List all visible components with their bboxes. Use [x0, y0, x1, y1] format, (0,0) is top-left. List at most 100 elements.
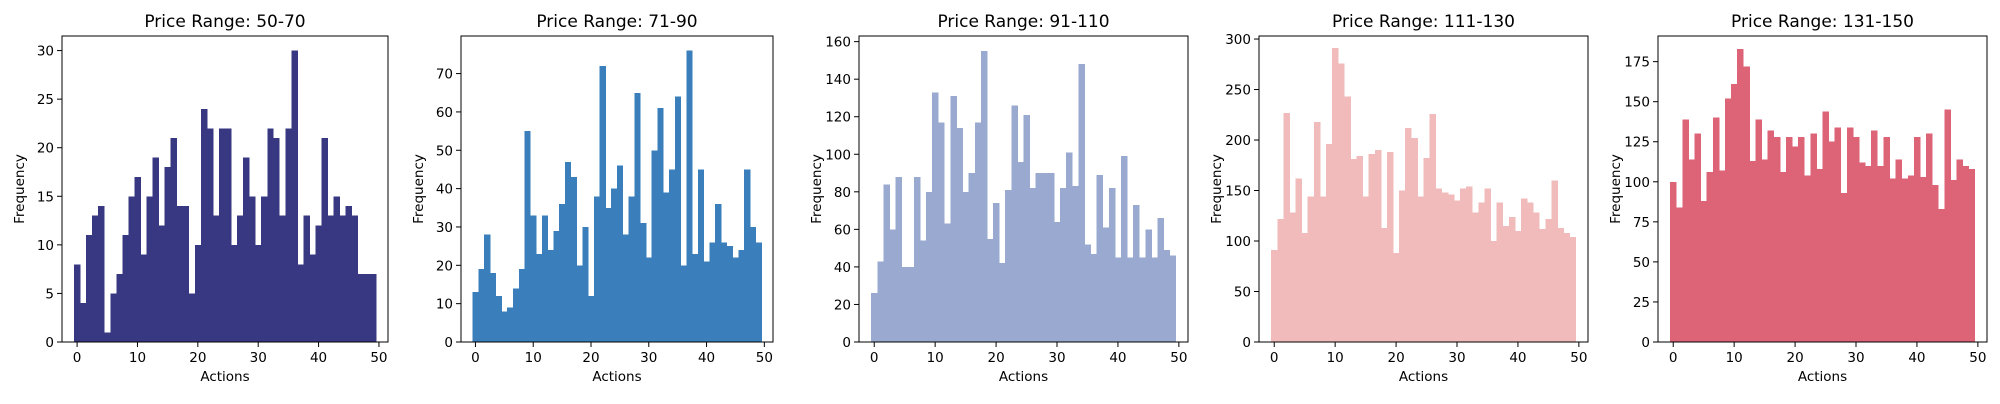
bar — [1779, 172, 1787, 342]
bar — [895, 176, 903, 342]
bar — [1417, 196, 1424, 342]
x-tick-label: 0 — [870, 350, 879, 366]
bar — [565, 161, 572, 342]
subplot-4: 0 10 20 30 40 50 0 50 100 150 200 250 300 Price Range… — [1209, 12, 1589, 385]
y-axis-label: Frequency — [411, 154, 427, 224]
bar — [1066, 152, 1073, 342]
y-tick-label: 50 — [1633, 255, 1650, 271]
y-tick-label: 40 — [834, 260, 851, 276]
bar — [518, 269, 525, 342]
y-tick-label: 250 — [1225, 83, 1251, 99]
y-tick-label: 150 — [1624, 95, 1650, 111]
bar — [478, 269, 485, 342]
bar — [1011, 105, 1018, 343]
y-tick-label: 125 — [1624, 135, 1650, 151]
y-axis-label: Frequency — [1608, 154, 1624, 224]
bar — [1816, 168, 1823, 342]
bar — [315, 225, 322, 342]
y-tick-label: 80 — [834, 185, 851, 201]
x-tick-label: 40 — [310, 350, 327, 366]
bar — [206, 128, 214, 342]
bar — [1326, 144, 1333, 342]
bar — [1840, 193, 1848, 342]
bar — [1344, 96, 1351, 342]
bar — [122, 235, 129, 342]
bar — [901, 266, 909, 342]
bar — [628, 196, 635, 342]
bar — [645, 257, 653, 342]
y-tick-label: 75 — [1633, 215, 1650, 231]
subplot-5: 0 10 20 30 40 50 0 25 50 75 100 125 150 175 Price Rang… — [1608, 12, 1988, 385]
bar — [1502, 225, 1510, 342]
bar — [134, 176, 141, 342]
bar-series — [871, 51, 1177, 343]
bar — [249, 196, 256, 342]
subplot-2: 0 10 20 30 40 50 0 10 20 30 40 50 60 70 Price Range: 7… — [411, 12, 774, 385]
y-tick-label: 10 — [436, 297, 453, 313]
bar — [1277, 218, 1284, 342]
bar — [188, 293, 196, 342]
bar — [1508, 216, 1516, 342]
bar — [285, 128, 292, 342]
bar — [1368, 154, 1376, 342]
bar — [553, 230, 560, 342]
bar — [622, 234, 629, 342]
bar — [1883, 136, 1890, 342]
bar — [1053, 221, 1061, 342]
bar — [1460, 188, 1467, 342]
bar — [1877, 165, 1884, 342]
bar — [327, 215, 335, 342]
bar — [1411, 138, 1418, 342]
bar — [1386, 152, 1394, 342]
y-tick-label: 175 — [1624, 55, 1650, 71]
bar — [1731, 84, 1738, 342]
bar — [1950, 180, 1957, 342]
bar — [1108, 188, 1116, 342]
bar — [1496, 202, 1504, 342]
bar — [1047, 173, 1055, 342]
bar — [1828, 141, 1836, 342]
x-tick-label: 20 — [1786, 350, 1803, 366]
bar — [663, 192, 670, 342]
y-tick-label: 300 — [1225, 32, 1251, 48]
y-tick-label: 30 — [37, 44, 54, 60]
bar — [339, 215, 347, 342]
axes-frame — [1657, 35, 1988, 343]
chart-title: Price Range: 111-130 — [1332, 12, 1515, 32]
x-axis-label: Actions — [1399, 369, 1448, 385]
y-axis-label: Frequency — [1209, 154, 1225, 224]
bar — [726, 246, 733, 342]
bar — [1380, 227, 1388, 342]
bar — [738, 249, 745, 342]
x-tick-label: 10 — [525, 350, 542, 366]
bar — [889, 229, 896, 342]
bar — [267, 128, 274, 342]
bar — [919, 240, 927, 342]
bar — [170, 138, 178, 342]
bar — [261, 196, 268, 342]
x-tick-label: 40 — [1509, 350, 1526, 366]
bar — [1005, 189, 1012, 342]
bar — [303, 215, 310, 342]
bar — [1767, 130, 1775, 342]
bar — [1271, 250, 1278, 342]
bar — [640, 223, 647, 342]
x-tick-label: 50 — [1969, 350, 1986, 366]
x-tick-label: 20 — [189, 350, 206, 366]
bar-series — [472, 50, 762, 342]
bar — [231, 244, 238, 342]
bar — [1478, 202, 1485, 342]
bar — [1484, 188, 1491, 342]
x-tick-label: 30 — [640, 350, 657, 366]
bar — [1356, 156, 1363, 342]
x-axis-label: Actions — [999, 369, 1048, 385]
bar — [1453, 200, 1461, 342]
chart-title: Price Range: 71-90 — [536, 12, 697, 32]
y-tick-label: 0 — [444, 335, 453, 351]
bar — [657, 108, 664, 342]
bar — [588, 295, 595, 342]
bar — [1533, 212, 1540, 342]
bar — [357, 274, 365, 342]
bar — [1078, 64, 1085, 342]
